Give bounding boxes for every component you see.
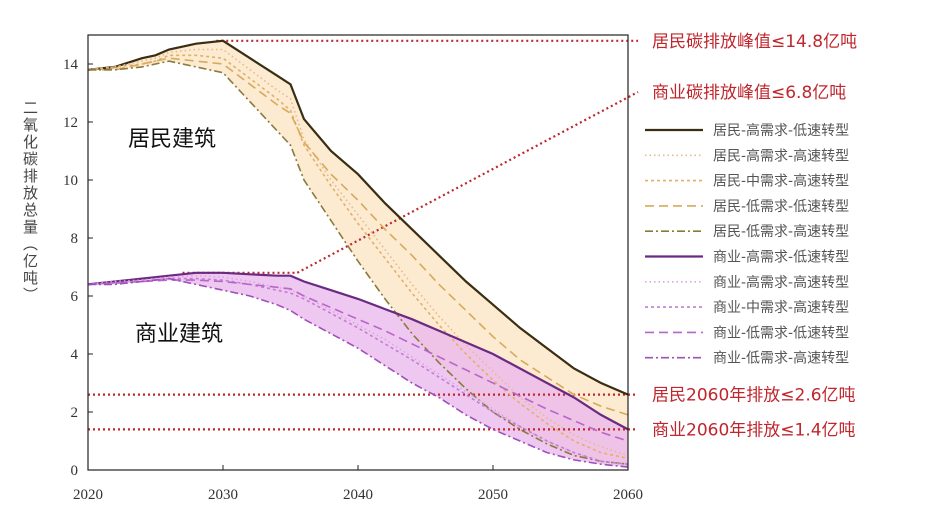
legend-label-6: 商业-高需求-低速转型 xyxy=(713,249,849,266)
annotation-text-2: 商业碳排放峰值≤6.8亿吨 xyxy=(652,83,846,103)
x-tick-label: 2020 xyxy=(73,487,103,503)
annotation-text-3: 居民2060年排放≤2.6亿吨 xyxy=(652,386,856,406)
legend-label-8: 商业-中需求-高速转型 xyxy=(713,299,849,316)
series-layer xyxy=(87,39,629,468)
legend-label-9: 商业-低需求-低速转型 xyxy=(713,325,849,341)
annotation-guide-layer xyxy=(88,39,639,431)
annotation-text-4: 商业2060年排放≤1.4亿吨 xyxy=(652,420,856,440)
annotation-text-1: 居民碳排放峰值≤14.8亿吨 xyxy=(652,32,857,52)
x-tick-label: 2060 xyxy=(613,487,643,503)
series-line-1 xyxy=(87,39,629,396)
y-tick-label: 6 xyxy=(71,289,79,305)
axes-layer: 2020 2030 2040 2050 2060 0 2 4 6 8 10 12 14 xyxy=(63,34,643,503)
commercial-region-label: 商业建筑 xyxy=(135,322,223,347)
band-layer xyxy=(88,40,628,468)
legend-label-5: 居民-低需求-高速转型 xyxy=(713,223,849,240)
residential-region-label: 居民建筑 xyxy=(128,127,216,152)
y-tick-label: 4 xyxy=(71,347,79,363)
x-tick-label: 2050 xyxy=(478,487,508,503)
legend-label-10: 商业-低需求-高速转型 xyxy=(713,350,849,367)
y-tick-label: 8 xyxy=(71,231,79,247)
legend-label-1: 居民-高需求-低速转型 xyxy=(713,122,849,139)
x-tick-label: 2040 xyxy=(343,487,373,503)
y-axis-label: 二氧化碳排放总量（亿吨） xyxy=(21,100,39,304)
y-tick-label: 2 xyxy=(71,405,79,421)
commercial-peak-leader xyxy=(296,91,639,274)
legend-label-3: 居民-中需求-高速转型 xyxy=(713,173,849,190)
series-line-7 xyxy=(87,274,629,467)
y-tick-label: 10 xyxy=(63,173,78,189)
series-line-8 xyxy=(87,277,629,465)
annotation-layer: 居民碳排放峰值≤14.8亿吨商业碳排放峰值≤6.8亿吨居民2060年排放≤2.6… xyxy=(652,32,857,441)
y-tick-label: 0 xyxy=(71,463,79,479)
y-tick-label: 12 xyxy=(63,115,78,131)
series-line-3 xyxy=(87,54,629,460)
y-tick-label: 14 xyxy=(63,57,79,73)
series-line-10 xyxy=(88,277,629,468)
legend-label-2: 居民-高需求-高速转型 xyxy=(713,147,849,164)
series-line-5 xyxy=(88,60,629,465)
series-line-4 xyxy=(88,57,629,416)
legend-label-4: 居民-低需求-低速转型 xyxy=(713,199,849,215)
series-line-6 xyxy=(87,271,629,431)
x-tick-label: 2030 xyxy=(208,487,238,503)
series-line-2 xyxy=(87,48,629,457)
legend: 居民-高需求-低速转型居民-高需求-高速转型居民-中需求-高速转型居民-低需求-… xyxy=(645,122,849,367)
legend-label-7: 商业-高需求-高速转型 xyxy=(713,274,849,291)
commercial-range-band xyxy=(88,272,628,468)
